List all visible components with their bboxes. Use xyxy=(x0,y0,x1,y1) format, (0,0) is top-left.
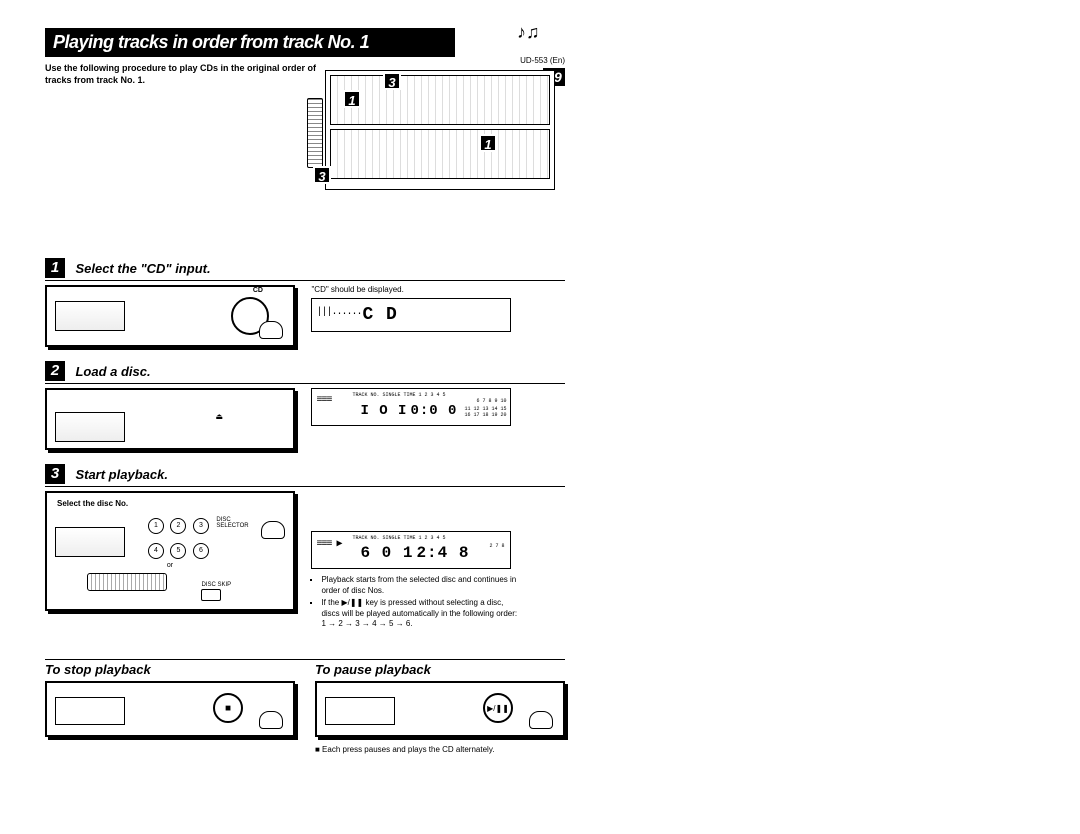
step3-panel: Select the disc No. 1 2 3 DISC SELECTOR … xyxy=(45,491,295,611)
step1-panel: CD xyxy=(45,285,295,347)
callout-3b: 3 xyxy=(313,166,331,184)
pause-note: ■ Each press pauses and plays the CD alt… xyxy=(315,745,565,754)
stop-button[interactable]: ■ xyxy=(213,693,243,723)
music-notes-icon: ♪♫ xyxy=(517,22,557,52)
bullet: If the ▶/❚❚ key is pressed without selec… xyxy=(321,598,521,629)
playback-controls-section: To stop playback ■ To pause playback ▶/❚… xyxy=(45,659,565,754)
pause-panel: ▶/❚❚ xyxy=(315,681,565,737)
device-illustration xyxy=(55,412,125,442)
intro-text: Use the following procedure to play CDs … xyxy=(45,63,325,86)
hand-icon xyxy=(261,521,285,539)
disc-selector-row2: 4 5 6 xyxy=(147,539,293,560)
page-title: Playing tracks in order from track No. 1 xyxy=(45,28,455,57)
cd-note: "CD" should be displayed. xyxy=(311,285,521,294)
eject-icon: ⏏ xyxy=(215,412,223,421)
step-title: Start playback. xyxy=(75,467,168,482)
step2-right: ≡≡≡ TRACK NO. SINGLE TIME 1 2 3 4 5 I O … xyxy=(311,388,521,426)
manual-page: Playing tracks in order from track No. 1… xyxy=(45,28,565,808)
lcd-main: C D xyxy=(362,305,397,325)
disc-btn-1[interactable]: 1 xyxy=(148,518,164,534)
stop-col: To stop playback ■ xyxy=(45,662,295,754)
step1-right: "CD" should be displayed. |||....... C D xyxy=(311,285,521,332)
device-illustration xyxy=(325,697,395,725)
remote-illustration xyxy=(307,98,323,168)
device-illustration xyxy=(55,697,125,725)
disc-skip-btn[interactable] xyxy=(201,589,221,601)
step2-panel: ⏏ xyxy=(45,388,295,450)
step-title: Select the "CD" input. xyxy=(75,261,210,276)
disc-skip: DISC SKIP xyxy=(201,582,231,601)
hand-icon xyxy=(259,711,283,729)
callout-1a: 1 xyxy=(343,90,361,108)
step-3: 3 Start playback. Select the disc No. 1 … xyxy=(45,464,565,631)
dial-label: CD xyxy=(253,287,263,294)
disc-btn-2[interactable]: 2 xyxy=(170,518,186,534)
pause-title: To pause playback xyxy=(315,662,565,677)
stop-panel: ■ xyxy=(45,681,295,737)
system-diagram xyxy=(325,70,555,190)
step-badge: 1 xyxy=(45,258,65,278)
lcd-display-1: |||....... C D xyxy=(311,298,511,332)
model-label: UD-553 (En) xyxy=(520,56,565,65)
disc-btn-3[interactable]: 3 xyxy=(193,518,209,534)
disc-btn-5[interactable]: 5 xyxy=(170,543,186,559)
step-2: 2 Load a disc. ⏏ ≡≡≡ TRACK NO. SINGLE TI… xyxy=(45,361,565,450)
remote-small xyxy=(87,573,167,591)
step-badge: 2 xyxy=(45,361,65,381)
hand-icon xyxy=(529,711,553,729)
hand-icon xyxy=(259,321,283,339)
or-label: or xyxy=(47,562,293,569)
disc-btn-4[interactable]: 4 xyxy=(148,543,164,559)
play-pause-button[interactable]: ▶/❚❚ xyxy=(483,693,513,723)
step-badge: 3 xyxy=(45,464,65,484)
step3-notes: Playback starts from the selected disc a… xyxy=(311,575,521,629)
disc-btn-6[interactable]: 6 xyxy=(193,543,209,559)
device-illustration xyxy=(55,301,125,331)
step-title: Load a disc. xyxy=(75,364,150,379)
callout-3a: 3 xyxy=(383,72,401,90)
device-illustration xyxy=(55,527,125,557)
step3-right: ≡≡≡ ▶ TRACK NO. SINGLE TIME 1 2 3 4 5 6 … xyxy=(311,491,521,631)
pause-col: To pause playback ▶/❚❚ ■ Each press paus… xyxy=(315,662,565,754)
stop-title: To stop playback xyxy=(45,662,295,677)
select-disc-label: Select the disc No. xyxy=(57,499,283,508)
disc-selector-label: DISC SELECTOR xyxy=(216,517,248,529)
lcd-display-3: ≡≡≡ ▶ TRACK NO. SINGLE TIME 1 2 3 4 5 6 … xyxy=(311,531,511,569)
lcd-display-2: ≡≡≡ TRACK NO. SINGLE TIME 1 2 3 4 5 I O … xyxy=(311,388,511,426)
callout-1b: 1 xyxy=(479,134,497,152)
step-1: 1 Select the "CD" input. CD "CD" should … xyxy=(45,258,565,347)
bullet: Playback starts from the selected disc a… xyxy=(321,575,521,596)
